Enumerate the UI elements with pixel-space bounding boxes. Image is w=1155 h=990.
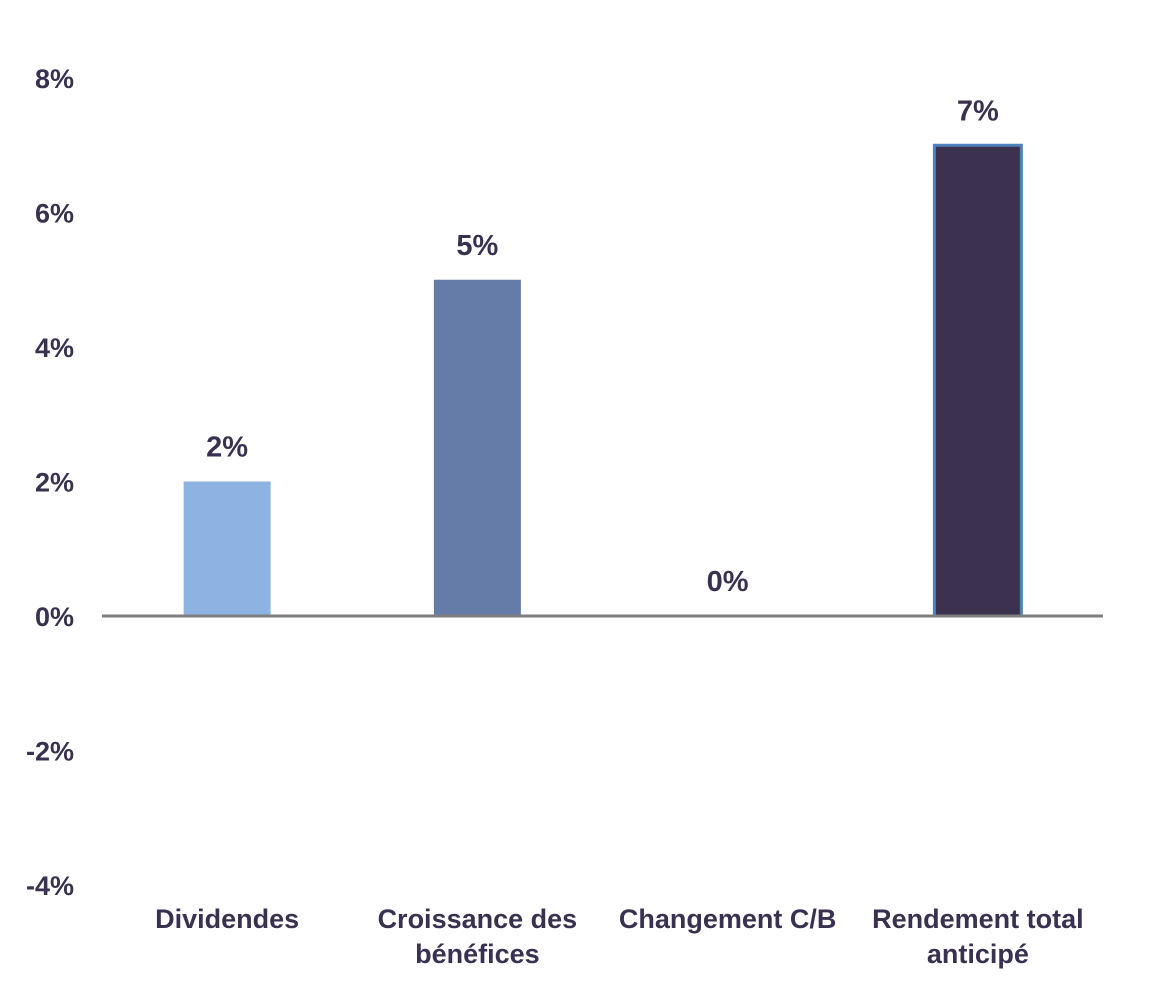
bar	[183, 481, 271, 616]
data-labels: 2% 5% 0% 7%	[206, 95, 999, 598]
x-tick-label: Rendement total anticipé	[872, 904, 1084, 969]
bars	[183, 143, 1023, 618]
y-axis: 8% 6% 4% 2% 0% -2% -4%	[26, 64, 74, 901]
x-tick-label: Dividendes	[155, 904, 299, 934]
data-label: 5%	[456, 230, 498, 262]
x-tick-label-line: Rendement total	[872, 904, 1084, 934]
x-tick-label: Croissance des bénéfices	[378, 904, 578, 969]
y-tick-label: 2%	[35, 468, 74, 498]
y-tick-label: 6%	[35, 199, 74, 229]
x-tick-label-line: anticipé	[927, 939, 1029, 969]
y-tick-label: -4%	[26, 871, 74, 901]
data-label: 2%	[206, 432, 248, 464]
data-label: 0%	[707, 566, 749, 598]
x-tick-label-line: Changement C/B	[619, 904, 837, 934]
y-tick-label: 4%	[35, 333, 74, 363]
y-tick-label: -2%	[26, 737, 74, 767]
bar	[433, 279, 521, 616]
y-tick-label: 8%	[35, 64, 74, 94]
data-label: 7%	[957, 95, 999, 127]
y-tick-label: 0%	[35, 602, 74, 632]
x-axis: Dividendes Croissance des bénéfices Changem…	[155, 904, 1084, 969]
bar	[932, 143, 1023, 618]
x-tick-label-line: Croissance des	[378, 904, 578, 934]
x-tick-label-line: bénéfices	[415, 939, 540, 969]
x-tick-label-line: Dividendes	[155, 904, 299, 934]
x-tick-label: Changement C/B	[619, 904, 837, 934]
